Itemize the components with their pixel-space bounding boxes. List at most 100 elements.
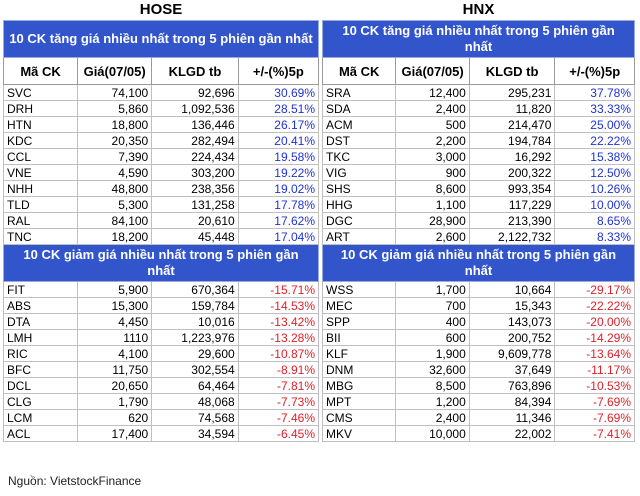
price-cell: 1,100 [395,196,470,213]
table-row: DTA 4,450 10,016 -13.42% [2,313,320,330]
volume-cell: 10,664 [468,281,556,298]
volume-cell: 37,649 [468,361,556,378]
symbol-cell: RIC [2,345,79,362]
table-row: CCL 7,390 224,434 19.58% [2,148,320,165]
price-cell: 400 [395,313,470,330]
change-cell: 12.50% [554,164,635,181]
change-cell: 19.02% [237,180,320,197]
exchange-title-hose: HOSE [139,1,183,18]
symbol-cell: TKC [321,148,397,165]
price-cell: 5,300 [77,196,153,213]
price-cell: 18,800 [77,116,153,133]
change-cell: 33.33% [554,100,635,117]
table-row: TNC 18,200 45,448 17.04% [2,228,320,245]
source-note: Nguồn: VietstockFinance [8,474,142,488]
price-cell: 7,390 [77,148,153,165]
volume-cell: 117,229 [468,196,556,213]
symbol-cell: WSS [321,281,397,298]
volume-cell: 763,896 [468,377,556,394]
symbol-cell: CCL [2,148,79,165]
table-row: HTN 18,800 136,446 26.17% [2,116,320,133]
change-cell: 8.33% [554,228,635,245]
change-cell: 25.00% [554,116,635,133]
volume-cell: 295,231 [468,84,556,101]
price-cell: 2,200 [395,132,470,149]
symbol-cell: KLF [321,345,397,362]
volume-cell: 670,364 [151,281,239,298]
volume-cell: 214,470 [468,116,556,133]
symbol-cell: MPT [321,393,397,410]
volume-cell: 22,002 [468,425,556,442]
price-cell: 17,400 [77,425,153,442]
symbol-cell: DRH [2,100,79,117]
change-cell: -13.64% [554,345,635,362]
table-row: CMS 2,400 11,346 -7.69% [321,409,635,426]
price-cell: 1,700 [395,281,470,298]
change-cell: -15.71% [237,281,320,298]
change-cell: -29.17% [554,281,635,298]
column-header-row: Mã CK Giá(07/05) KLGD tb +/-(%)5p [2,57,320,85]
price-cell: 500 [395,116,470,133]
volume-cell: 224,434 [151,148,239,165]
symbol-cell: TNC [2,228,79,245]
volume-cell: 15,343 [468,297,556,314]
table-row: RIC 4,100 29,600 -10.87% [2,345,320,362]
volume-cell: 10,016 [151,313,239,330]
symbol-cell: NHH [2,180,79,197]
price-cell: 74,100 [77,84,153,101]
price-cell: 2,400 [395,409,470,426]
table-row: KLF 1,900 9,609,778 -13.64% [321,345,635,362]
table-row: SRA 12,400 295,231 37.78% [321,84,635,101]
change-cell: -20.00% [554,313,635,330]
change-cell: -10.53% [554,377,635,394]
change-cell: -10.87% [237,345,320,362]
table-row: DRH 5,860 1,092,536 28.51% [2,100,320,117]
hnx-panel: HNX 10 CK tăng giá nhiều nhất trong 5 ph… [321,0,635,442]
symbol-cell: DTA [2,313,79,330]
hose-panel: HOSE 10 CK tăng giá nhiều nhất trong 5 p… [2,0,320,442]
table-row: TLD 5,300 131,258 17.78% [2,196,320,213]
table-row: SHS 8,600 993,354 10.26% [321,180,635,197]
column-header: KLGD tb [151,57,239,85]
symbol-cell: ACL [2,425,79,442]
price-cell: 48,800 [77,180,153,197]
price-cell: 8,500 [395,377,470,394]
volume-cell: 2,122,732 [468,228,556,245]
table-row: DST 2,200 194,784 22.22% [321,132,635,149]
symbol-cell: BII [321,329,397,346]
table-row: WSS 1,700 10,664 -29.17% [321,281,635,298]
symbol-cell: SDA [321,100,397,117]
change-cell: 17.62% [237,212,320,229]
table-row: TKC 3,000 16,292 15.38% [321,148,635,165]
table-row: LCM 620 74,568 -7.46% [2,409,320,426]
column-header: +/-(%)5p [554,57,635,85]
volume-cell: 213,390 [468,212,556,229]
volume-cell: 303,200 [151,164,239,181]
volume-cell: 302,554 [151,361,239,378]
volume-cell: 64,464 [151,377,239,394]
change-cell: 22.22% [554,132,635,149]
price-cell: 2,400 [395,100,470,117]
price-cell: 84,100 [77,212,153,229]
table-row: SVC 74,100 92,696 30.69% [2,84,320,101]
change-cell: 37.78% [554,84,635,101]
gainers-section-title: 10 CK tăng giá nhiều nhất trong 5 phiên … [3,20,319,58]
symbol-cell: SRA [321,84,397,101]
symbol-cell: MKV [321,425,397,442]
symbol-cell: MBG [321,377,397,394]
column-header: +/-(%)5p [237,57,320,85]
symbol-cell: FIT [2,281,79,298]
symbol-cell: DST [321,132,397,149]
table-row: ACM 500 214,470 25.00% [321,116,635,133]
price-cell: 32,600 [395,361,470,378]
volume-cell: 20,610 [151,212,239,229]
change-cell: -7.41% [554,425,635,442]
column-header: Mã CK [2,57,79,85]
table-row: ART 2,600 2,122,732 8.33% [321,228,635,245]
price-cell: 10,000 [395,425,470,442]
table-row: BII 600 200,752 -14.29% [321,329,635,346]
price-cell: 5,900 [77,281,153,298]
volume-cell: 143,073 [468,313,556,330]
volume-cell: 45,448 [151,228,239,245]
change-cell: 26.17% [237,116,320,133]
